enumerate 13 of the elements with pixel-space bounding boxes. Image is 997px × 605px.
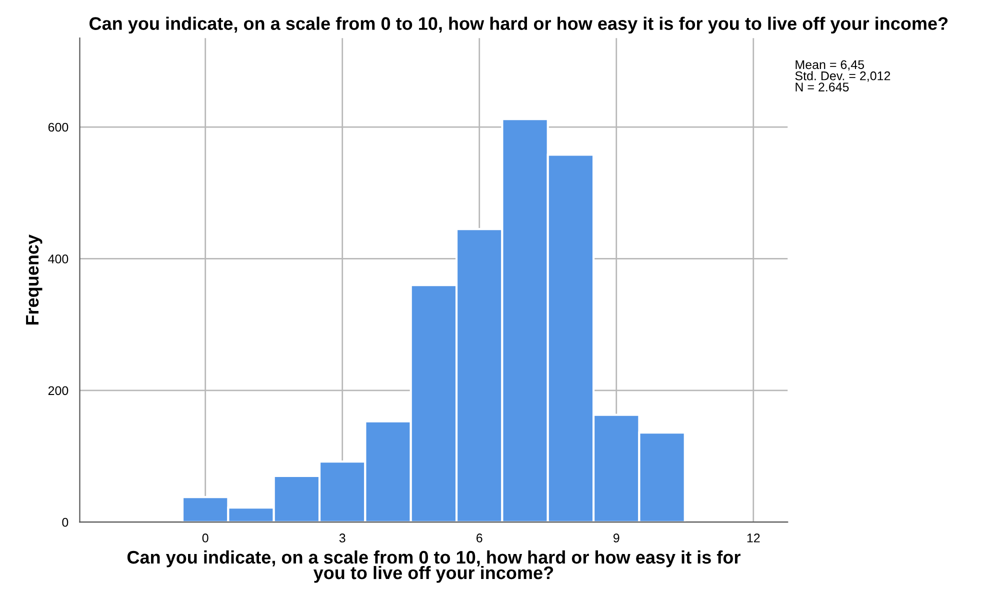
y-tick-label: 0	[62, 518, 68, 527]
y-tick-label: 600	[48, 122, 68, 132]
x-axis-title: Can you indicate, on a scale from 0 to 10, how hard or how easy it is for you to live off your income?	[127, 550, 740, 583]
text: Mean = 6,45 Std. Dev. = 2,012 N = 2.645	[795, 60, 890, 92]
x-tick-label: 9	[613, 534, 620, 542]
y-tick-label: 200	[48, 386, 68, 396]
x-tick-label: 6	[476, 534, 482, 542]
x-tick-label: 3	[339, 534, 346, 542]
chart-title: Can you indicate, on a scale from 0 to 10, how hard or how easy it is for you to live off your income?	[90, 16, 948, 34]
y-axis-title: Frequency	[26, 234, 42, 325]
x-tick-label: 0	[202, 534, 208, 542]
y-tick-label: 400	[48, 254, 68, 264]
x-tick-label: 12	[747, 534, 760, 542]
